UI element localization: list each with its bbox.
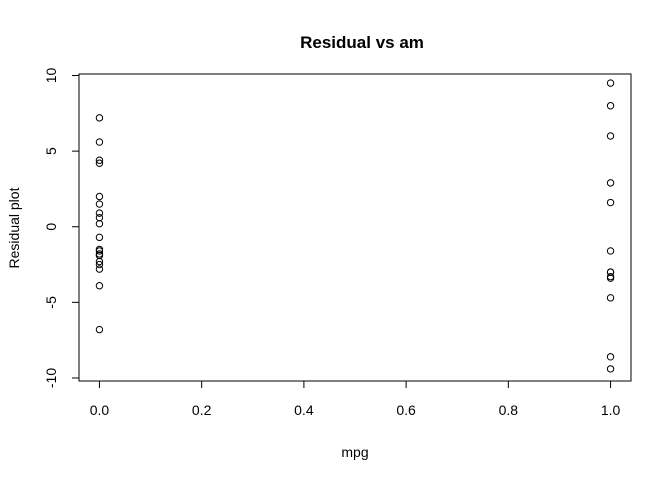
y-tick-label: -5 (43, 296, 59, 309)
data-point (606, 79, 615, 87)
data-point (95, 265, 104, 273)
data-point (95, 192, 104, 201)
data-point (606, 353, 615, 361)
data-point (95, 233, 104, 242)
data-point (606, 365, 615, 373)
data-point (95, 114, 104, 122)
data-point (95, 156, 104, 164)
y-axis: -10 -5 0 5 10 (43, 68, 80, 388)
data-point (95, 220, 104, 228)
x-axis: 0.0 0.2 0.4 0.6 0.8 1.0 (90, 380, 621, 418)
y-tick-label: -10 (43, 368, 59, 388)
x-tick-label: 0.6 (396, 402, 416, 418)
data-point (606, 102, 615, 110)
data-point (606, 132, 615, 140)
data-point (606, 272, 615, 281)
y-tick-label: 10 (43, 68, 59, 84)
data-point (606, 198, 615, 207)
data-point (606, 268, 615, 276)
data-point (95, 138, 104, 146)
data-point (95, 245, 104, 254)
x-tick-label: 0.8 (499, 402, 519, 418)
data-point (95, 209, 104, 217)
data-points (95, 79, 615, 373)
data-point (95, 257, 104, 266)
data-point (606, 179, 615, 187)
data-point (95, 200, 104, 208)
data-point (95, 325, 104, 334)
y-tick-label: 5 (43, 147, 59, 155)
data-point (95, 213, 104, 222)
y-axis-label: Residual plot (6, 187, 22, 268)
x-tick-label: 1.0 (601, 402, 621, 418)
x-tick-label: 0.0 (90, 402, 110, 418)
x-axis-label: mpg (341, 444, 368, 460)
data-point (95, 260, 104, 269)
data-point (95, 282, 104, 290)
x-tick-label: 0.4 (294, 402, 314, 418)
chart-title: Residual vs am (300, 33, 424, 52)
data-point (606, 247, 615, 255)
y-tick-label: 0 (43, 223, 59, 231)
data-point (606, 294, 615, 302)
data-point (95, 250, 104, 258)
data-point (95, 159, 104, 167)
plot-box (78, 73, 632, 382)
x-tick-label: 0.2 (192, 402, 212, 418)
